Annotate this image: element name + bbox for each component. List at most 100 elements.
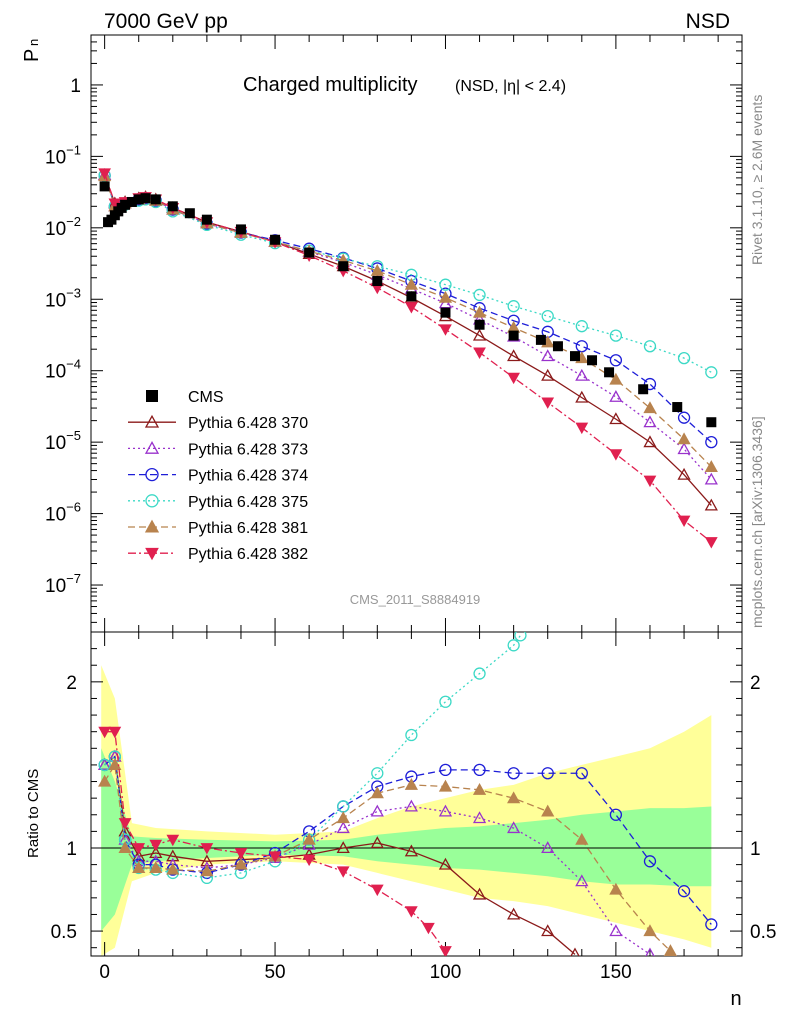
data-point	[98, 758, 112, 770]
data-point	[575, 368, 589, 381]
data-point	[541, 349, 555, 362]
x-tick-label: 0	[99, 962, 110, 983]
y-tick-label: 10−5	[45, 428, 81, 454]
cms-point	[672, 402, 683, 413]
series-line	[104, 755, 712, 925]
data-point	[472, 328, 487, 341]
data-point	[677, 442, 691, 455]
cms-point	[372, 276, 383, 287]
data-point	[234, 857, 248, 870]
data-point	[132, 861, 146, 873]
main-pythia-6-428-370	[98, 168, 718, 511]
data-point	[405, 302, 418, 314]
y-tick-label: 10−4	[45, 357, 81, 383]
series-layer	[98, 168, 718, 956]
data-point	[439, 324, 452, 336]
cms-point	[270, 234, 281, 245]
data-point	[575, 390, 589, 403]
data-point	[98, 168, 111, 180]
data-point	[677, 432, 691, 445]
data-point	[438, 779, 453, 792]
cms-point	[508, 330, 519, 341]
data-point	[118, 818, 132, 830]
cms-data	[99, 181, 717, 428]
cms-point	[406, 291, 417, 302]
cms-point	[133, 194, 144, 205]
data-point	[507, 300, 520, 313]
data-point	[507, 907, 521, 920]
data-point	[507, 349, 521, 362]
data-point	[149, 846, 163, 859]
legend-marker	[146, 390, 158, 402]
cms-point	[587, 355, 598, 366]
legend-label: Pythia 6.428 381	[188, 520, 308, 537]
y-tick-label: 1	[70, 76, 81, 97]
data-point	[370, 804, 384, 817]
data-point	[473, 667, 486, 680]
y-tick-label: 10−3	[45, 285, 81, 311]
legend-label: Pythia 6.428 374	[188, 468, 308, 485]
y-tick-label: 10−2	[45, 214, 81, 240]
legend-item: Pythia 6.428 370	[128, 414, 308, 432]
data-point	[507, 821, 521, 834]
data-point	[98, 758, 111, 772]
data-point	[472, 783, 487, 795]
side-label-top: Rivet 3.1.10, ≥ 2.6M events	[749, 95, 765, 265]
legend-marker	[144, 441, 160, 454]
data-point	[404, 778, 418, 790]
data-point	[98, 726, 111, 739]
data-point	[438, 804, 453, 817]
main-pythia-6-428-375	[98, 169, 718, 379]
data-point	[472, 811, 487, 824]
legend-item: Pythia 6.428 382	[128, 546, 308, 563]
data-point	[370, 786, 384, 799]
data-point	[404, 844, 418, 857]
data-point	[609, 449, 623, 461]
ratio-y-tick-label-right: 2	[750, 673, 761, 694]
cms-point	[184, 208, 195, 219]
data-point	[643, 415, 657, 428]
data-point	[439, 763, 452, 777]
legend-item: Pythia 6.428 375	[128, 494, 308, 511]
data-point	[439, 946, 452, 956]
legend-label: Pythia 6.428 373	[188, 441, 308, 458]
data-point	[371, 767, 384, 780]
data-point	[149, 861, 163, 873]
series-line	[104, 174, 712, 480]
header-left: 7000 GeV pp	[104, 10, 228, 33]
ratio-band-stat	[101, 748, 712, 932]
data-point	[98, 774, 112, 787]
cms-point	[638, 384, 649, 395]
ratio-plot-frame	[90, 631, 743, 957]
data-point	[336, 821, 350, 834]
series-line	[104, 634, 521, 879]
side-label-bottom: mcplots.cern.ch [arXiv:1306.3436]	[749, 416, 765, 628]
data-point	[336, 811, 350, 824]
data-point	[507, 767, 520, 780]
legend-item: CMS	[146, 389, 224, 406]
data-point	[643, 924, 657, 937]
data-point	[575, 320, 588, 333]
data-point	[575, 340, 588, 353]
data-point	[268, 851, 282, 863]
data-point	[404, 277, 418, 290]
chart-title-sub: (NSD, |η| < 2.4)	[455, 78, 566, 95]
data-point	[200, 864, 214, 877]
data-point	[541, 310, 554, 323]
data-point	[609, 354, 623, 367]
cms-point	[706, 417, 717, 428]
data-point	[645, 947, 655, 956]
cms-point	[126, 196, 137, 207]
cms-point	[167, 201, 178, 212]
data-point	[541, 368, 555, 381]
legend-item: Pythia 6.428 374	[128, 468, 308, 485]
cms-point	[535, 334, 546, 345]
data-point	[302, 832, 316, 845]
data-point	[439, 695, 452, 708]
data-point	[609, 390, 623, 402]
cms-point	[99, 181, 110, 192]
legend-label: Pythia 6.428 370	[188, 415, 308, 432]
cms-point	[150, 194, 161, 205]
series-line	[104, 755, 576, 955]
cms-point	[120, 199, 131, 210]
